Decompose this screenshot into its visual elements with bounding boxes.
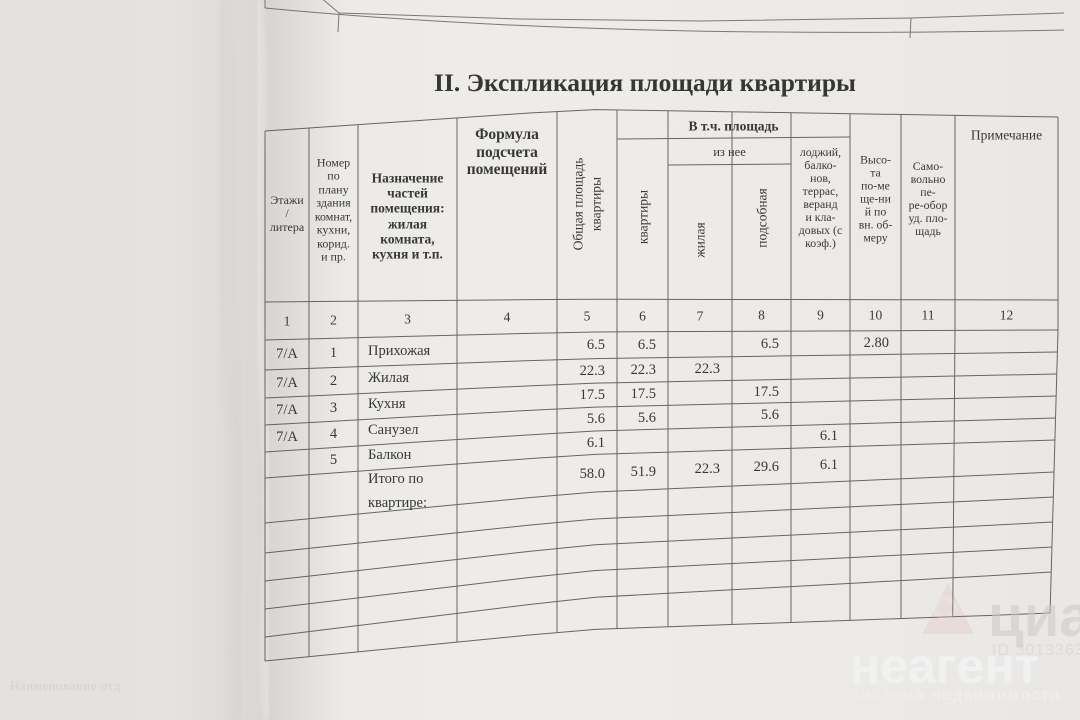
svg-text:неагент: неагент xyxy=(850,638,1039,694)
svg-text:система недвижимости: система недвижимости xyxy=(852,687,1061,704)
